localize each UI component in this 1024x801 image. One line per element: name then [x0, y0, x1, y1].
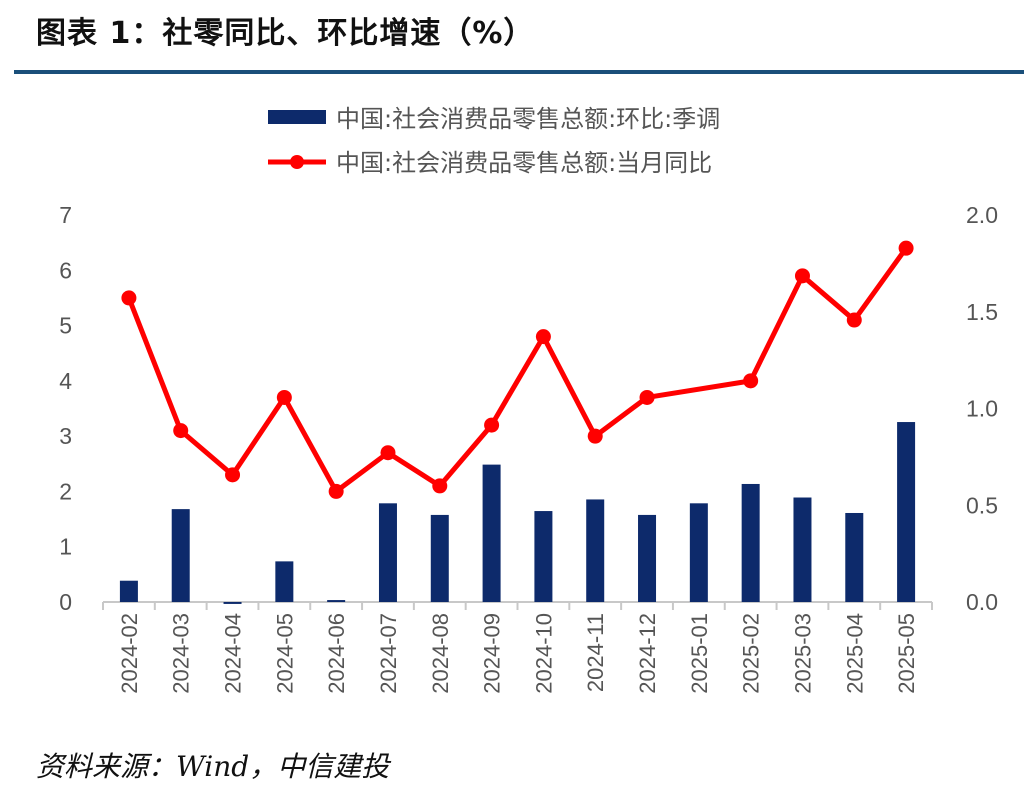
bar: [327, 600, 346, 602]
bar: [378, 503, 397, 602]
bar: [119, 580, 138, 602]
legend-bar-label: 中国:社会消费品零售总额:环比:季调: [336, 105, 720, 133]
y-right-tick-label: 1.5: [966, 299, 998, 325]
y-left-tick-label: 1: [59, 534, 72, 560]
bar-series: [119, 422, 916, 604]
bar: [741, 483, 760, 602]
line-point: [121, 290, 137, 306]
line-point: [898, 240, 914, 256]
line-series: [121, 240, 914, 499]
x-tick-label: 2024-04: [221, 613, 246, 694]
y-left-tick-label: 3: [59, 423, 72, 449]
yoy-line: [126, 246, 909, 494]
right-axis: 0.0 0.5 1.0 1.5 2.0: [966, 202, 998, 615]
y-left-tick-label: 2: [59, 478, 72, 504]
y-left-tick-label: 5: [59, 313, 72, 339]
y-left-tick-label: 6: [59, 257, 72, 283]
bar: [897, 422, 916, 602]
x-tick-label: 2024-12: [635, 613, 660, 694]
x-tick-label: 2024-11: [583, 613, 608, 692]
bar: [845, 512, 864, 602]
bar: [689, 503, 708, 602]
bar: [534, 511, 553, 602]
line-point: [380, 445, 396, 461]
legend-line-marker: [290, 155, 304, 169]
line-point: [225, 467, 241, 483]
y-left-tick-label: 4: [59, 368, 72, 394]
bar: [171, 509, 190, 602]
x-tick-label: 2025-03: [790, 613, 815, 694]
y-right-tick-label: 0.0: [966, 589, 998, 615]
y-left-tick-label: 7: [59, 202, 72, 228]
x-tick-label: 2024-06: [324, 613, 349, 694]
line-point: [587, 428, 603, 444]
bar: [482, 464, 501, 602]
x-tick-label: 2025-04: [842, 613, 867, 694]
x-tick-label: 2024-09: [480, 613, 505, 694]
x-tick-label: 2025-05: [894, 613, 919, 694]
y-right-tick-label: 1.0: [966, 396, 998, 422]
x-tick-label: 2024-02: [117, 613, 142, 694]
legend-bar-swatch: [268, 110, 326, 124]
bar: [793, 497, 812, 602]
left-axis: 0 1 2 3 4 5 6 7: [59, 202, 72, 615]
x-tick-label: 2024-05: [272, 613, 297, 694]
x-tick-label: 2024-10: [531, 613, 556, 694]
line-point: [846, 312, 862, 328]
x-tick-label: 2024-03: [169, 613, 194, 694]
bar: [223, 602, 242, 604]
x-tick-label: 2025-02: [739, 613, 764, 694]
line-point: [794, 268, 810, 284]
line-point: [743, 373, 759, 389]
x-tick-label: 2024-07: [376, 613, 401, 694]
line-point: [535, 329, 551, 345]
legend-line-label: 中国:社会消费品零售总额:当月同比: [336, 149, 712, 177]
bar: [430, 514, 449, 602]
line-point: [432, 478, 448, 494]
y-right-tick-label: 0.5: [966, 492, 998, 518]
y-right-tick-label: 2.0: [966, 202, 998, 228]
x-tick-label: 2024-08: [428, 613, 453, 694]
line-point: [484, 417, 500, 433]
bar: [586, 499, 605, 602]
x-axis-labels: 2024-02 2024-03 2024-04 2024-05 2024-06 2024-…: [102, 602, 933, 694]
line-point: [328, 483, 344, 499]
line-point: [639, 389, 655, 405]
y-left-tick-label: 0: [59, 589, 72, 615]
chart-title: 图表 1：社零同比、环比增速（%）: [36, 16, 535, 51]
source-note: 资料来源：Wind，中信建投: [36, 750, 390, 783]
bar: [638, 514, 657, 602]
bar: [275, 561, 294, 602]
line-point: [173, 423, 189, 439]
x-tick-label: 2025-01: [687, 613, 712, 694]
legend: 中国:社会消费品零售总额:环比:季调 中国:社会消费品零售总额:当月同比: [268, 105, 720, 177]
line-point: [276, 389, 292, 405]
title-rule: [14, 70, 1024, 74]
